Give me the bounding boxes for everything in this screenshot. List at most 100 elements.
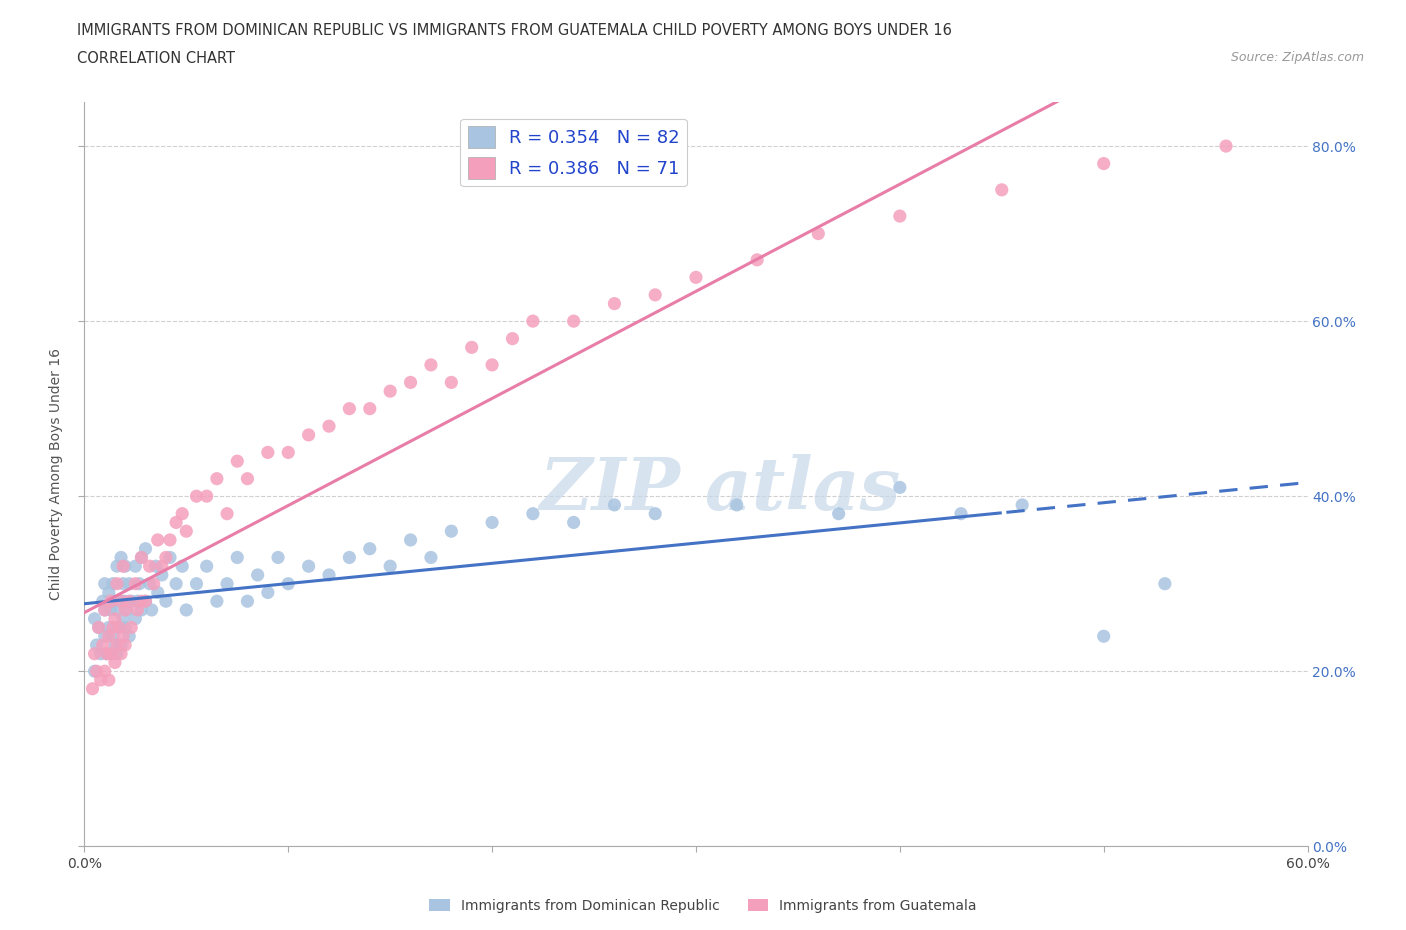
Point (159, 550, 181, 565)
Point (93, 664, 117, 679)
Point (165, 515, 187, 530)
Point (131, 593, 153, 608)
Point (91, 638, 114, 653)
Point (359, 541, 381, 556)
Point (135, 593, 157, 608)
Point (380, 559, 402, 574)
Point (86, 664, 108, 679)
Point (246, 567, 269, 582)
Point (100, 593, 122, 608)
Point (118, 629, 141, 644)
Point (277, 577, 299, 591)
Point (186, 489, 208, 504)
Point (141, 603, 163, 618)
Point (100, 646, 122, 661)
Point (128, 577, 150, 591)
Point (298, 559, 321, 574)
Point (104, 638, 127, 653)
Point (176, 603, 198, 618)
Point (165, 577, 187, 591)
Point (420, 357, 443, 372)
Point (101, 629, 124, 644)
Text: IMMIGRANTS FROM DOMINICAN REPUBLIC VS IMMIGRANTS FROM GUATEMALA CHILD POVERTY AM: IMMIGRANTS FROM DOMINICAN REPUBLIC VS IM… (77, 23, 952, 38)
Point (889, 480, 911, 495)
Point (131, 603, 153, 618)
Point (93, 629, 117, 644)
Point (150, 559, 173, 574)
Point (124, 611, 146, 626)
Point (481, 515, 503, 530)
Point (950, 506, 973, 521)
Point (339, 550, 361, 565)
Point (112, 629, 135, 644)
Point (603, 498, 626, 512)
Point (114, 638, 136, 653)
Point (112, 611, 135, 626)
Point (685, 270, 707, 285)
Point (155, 550, 177, 565)
Point (138, 577, 160, 591)
Point (104, 655, 127, 670)
Point (114, 603, 136, 618)
Point (87, 620, 110, 635)
Point (991, 182, 1014, 197)
Point (502, 331, 524, 346)
Point (318, 567, 340, 582)
Point (150, 567, 173, 582)
Point (145, 559, 167, 574)
Point (440, 375, 463, 390)
Point (114, 593, 136, 608)
Point (100, 646, 122, 661)
Point (112, 577, 135, 591)
Point (118, 577, 141, 591)
Point (114, 559, 136, 574)
Point (399, 375, 422, 390)
Point (120, 593, 142, 608)
Point (176, 524, 198, 538)
Point (91, 593, 114, 608)
Point (146, 533, 169, 548)
Point (96, 646, 118, 661)
Point (114, 620, 136, 635)
Point (146, 585, 169, 600)
Point (828, 506, 851, 521)
Point (90, 672, 112, 687)
Text: CORRELATION CHART: CORRELATION CHART (77, 51, 235, 66)
Point (105, 559, 128, 574)
Point (97, 672, 120, 687)
Point (1011, 498, 1033, 512)
Point (127, 593, 149, 608)
Point (359, 401, 381, 416)
Point (105, 603, 128, 618)
Point (96, 646, 118, 661)
Point (277, 445, 299, 459)
Point (124, 559, 146, 574)
Point (112, 559, 135, 574)
Point (195, 489, 218, 504)
Point (318, 418, 340, 433)
Point (1215, 139, 1237, 153)
Point (105, 577, 128, 591)
Point (399, 533, 422, 548)
Point (135, 593, 157, 608)
Point (172, 506, 194, 521)
Point (110, 593, 132, 608)
Text: ZIP atlas: ZIP atlas (540, 454, 901, 525)
Point (131, 550, 153, 565)
Point (562, 313, 585, 328)
Point (100, 603, 122, 618)
Point (104, 611, 127, 626)
Point (217, 506, 239, 521)
Point (86, 638, 108, 653)
Point (110, 638, 132, 653)
Point (97, 620, 120, 635)
Text: Source: ZipAtlas.com: Source: ZipAtlas.com (1230, 51, 1364, 64)
Point (83, 664, 105, 679)
Point (93, 603, 117, 618)
Point (217, 577, 239, 591)
Point (159, 533, 181, 548)
Point (226, 550, 249, 565)
Point (115, 603, 138, 618)
Point (725, 498, 748, 512)
Point (807, 226, 830, 241)
